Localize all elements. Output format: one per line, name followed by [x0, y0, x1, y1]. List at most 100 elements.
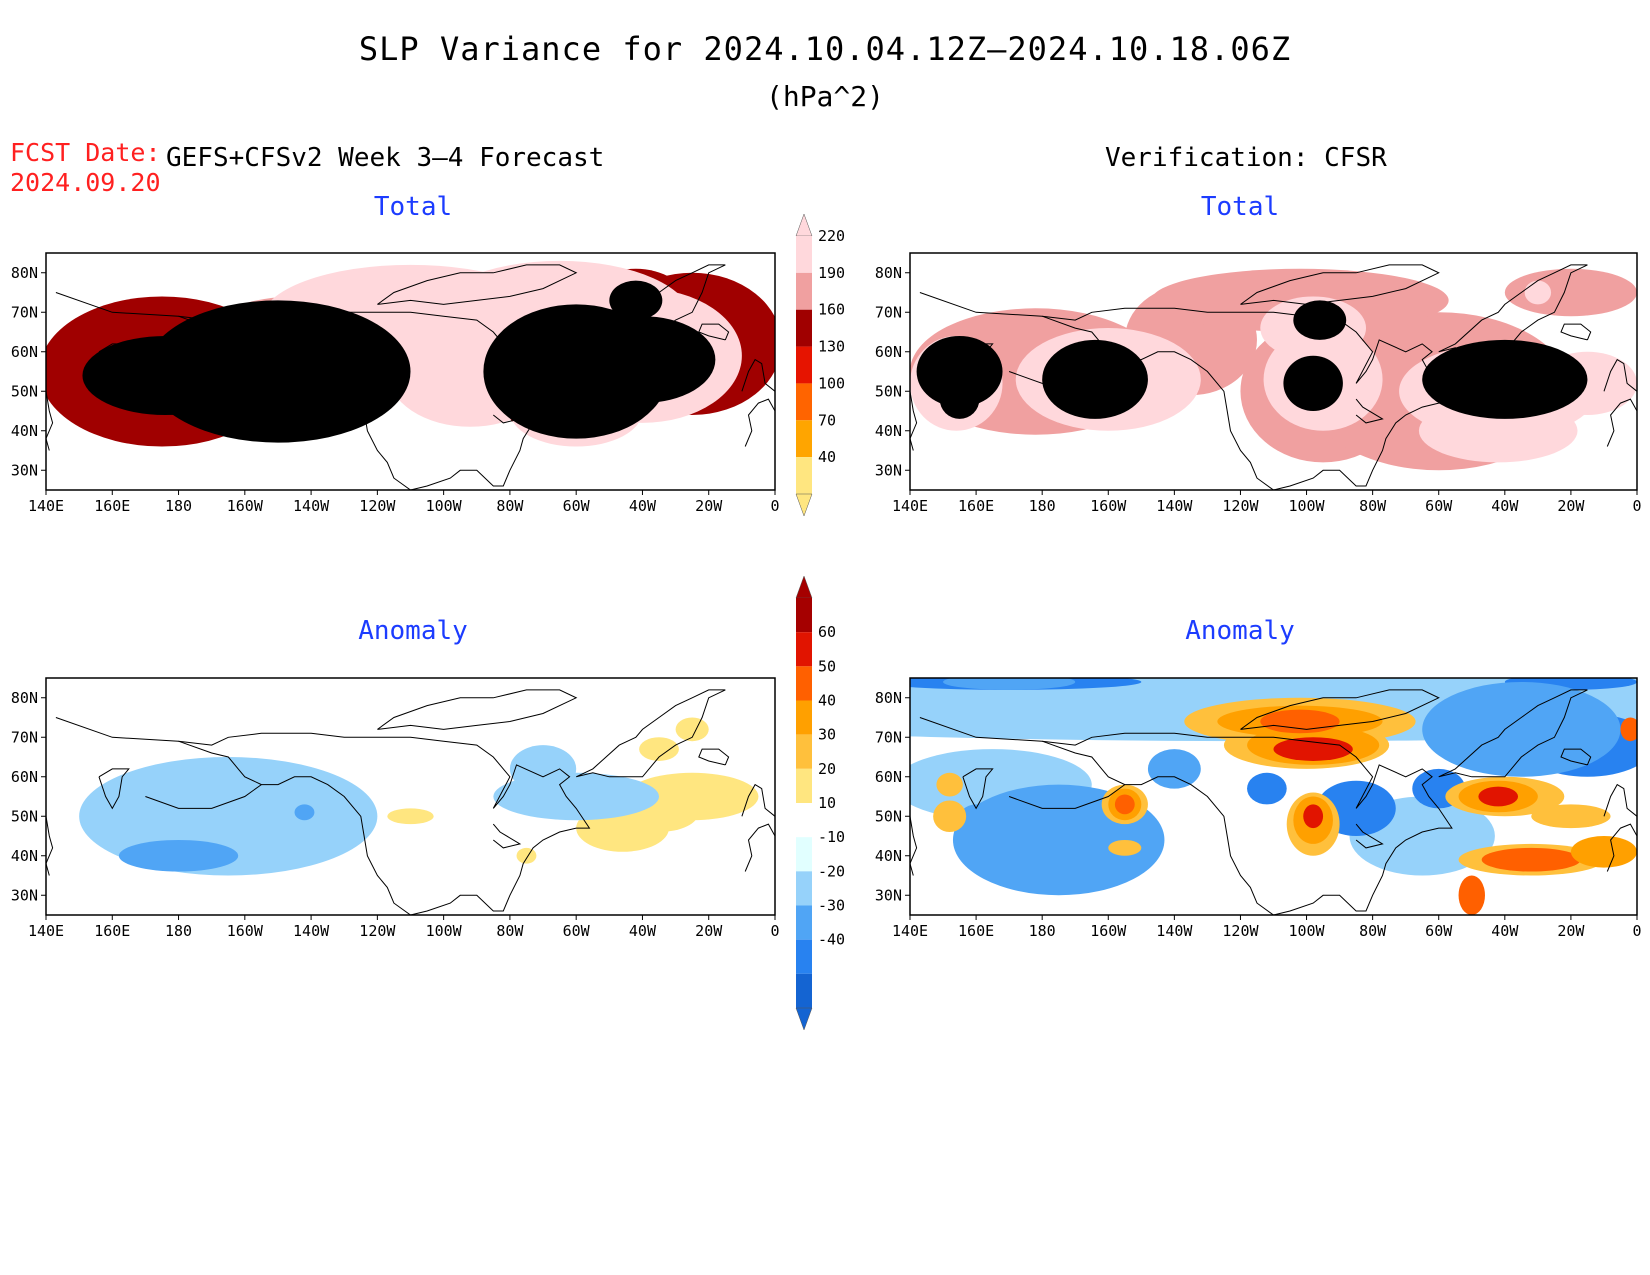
- fcst-date-value: 2024.09.20: [10, 168, 161, 197]
- lon-label-140W: 140W: [1156, 922, 1193, 940]
- lat-label-80N: 80N: [875, 689, 902, 707]
- lon-label-140W: 140W: [1156, 497, 1193, 515]
- colorbar-swatch: [796, 383, 812, 421]
- coastline: [1603, 358, 1637, 392]
- colorbar-total-label-190: 190: [818, 264, 845, 282]
- lat-label-50N: 50N: [875, 807, 902, 825]
- field-contour: [1478, 786, 1519, 807]
- coastline: [744, 823, 775, 872]
- lon-label-180: 180: [1029, 497, 1056, 515]
- coastline: [55, 292, 411, 490]
- lat-label-40N: 40N: [11, 422, 38, 440]
- figure-title: SLP Variance for 2024.10.04.12Z–2024.10.…: [358, 30, 1292, 68]
- lat-label-40N: 40N: [11, 847, 38, 865]
- field-contour: [622, 288, 650, 313]
- lon-label-160E: 160E: [958, 922, 994, 940]
- lon-label-0: 0: [1632, 497, 1641, 515]
- colorbar-swatch: [796, 420, 812, 458]
- colorbar-anomaly-label-10: 10: [818, 794, 836, 812]
- shaded-field: [79, 717, 759, 876]
- field-contour: [387, 808, 434, 825]
- lat-label-80N: 80N: [11, 689, 38, 707]
- lat-label-50N: 50N: [11, 807, 38, 825]
- coastline: [910, 816, 918, 876]
- lon-label-60W: 60W: [1425, 497, 1453, 515]
- lat-label-30N: 30N: [875, 461, 902, 479]
- coastline: [1355, 398, 1384, 424]
- panel-title-forecast-total: Total: [373, 192, 453, 222]
- coastline: [919, 717, 1274, 915]
- colorbar-anomaly-label--20: -20: [818, 862, 845, 880]
- lon-label-80W: 80W: [496, 497, 524, 515]
- colorbar-total: [795, 213, 813, 517]
- lon-label-0: 0: [770, 497, 779, 515]
- lon-label-100W: 100W: [426, 497, 463, 515]
- coastline: [178, 732, 591, 915]
- lon-label-40W: 40W: [1491, 922, 1519, 940]
- colorbar-anomaly-label--10: -10: [818, 828, 845, 846]
- lat-label-40N: 40N: [875, 847, 902, 865]
- field-contour: [516, 847, 537, 864]
- coastlines: [46, 264, 775, 490]
- map-frame: [909, 252, 1638, 491]
- colorbar-anomaly-label-20: 20: [818, 760, 836, 778]
- colorbar-swatch: [796, 973, 812, 1008]
- colorbar-swatch: [796, 598, 812, 633]
- coastline: [1560, 323, 1592, 341]
- colorbar-swatch: [796, 309, 812, 347]
- panel-title-forecast-anomaly: Anomaly: [358, 616, 468, 646]
- colorbar-bottom-arrow: [795, 493, 813, 517]
- lon-label-40W: 40W: [629, 497, 657, 515]
- coastline: [1042, 732, 1453, 915]
- lon-label-60W: 60W: [1425, 922, 1453, 940]
- lon-label-160W: 160W: [227, 497, 264, 515]
- colorbar-swatch: [796, 272, 812, 310]
- lon-label-140E: 140E: [892, 922, 928, 940]
- coastline: [1008, 784, 1126, 809]
- forecast-date-label: FCST Date: 2024.09.20: [10, 138, 161, 198]
- lat-label-50N: 50N: [11, 382, 38, 400]
- lat-label-60N: 60N: [875, 343, 902, 361]
- lat-label-70N: 70N: [875, 728, 902, 746]
- coastline: [1355, 823, 1384, 849]
- coastlines: [910, 264, 1637, 490]
- colorbar-anomaly-label-40: 40: [818, 692, 836, 710]
- field-contour: [1458, 875, 1485, 915]
- lat-label-60N: 60N: [875, 768, 902, 786]
- field-contour: [639, 737, 679, 761]
- coastline: [910, 391, 918, 451]
- coastline: [919, 292, 1274, 490]
- field-contour: [933, 800, 967, 833]
- colorbar-anomaly-label-30: 30: [818, 726, 836, 744]
- coastline: [1240, 264, 1440, 305]
- lon-label-140E: 140E: [892, 497, 928, 515]
- lon-label-20W: 20W: [695, 497, 723, 515]
- field-contour: [493, 772, 660, 821]
- verification-heading: Verification: CFSR: [1105, 143, 1387, 173]
- colorbar-swatch: [796, 803, 812, 838]
- field-contour: [675, 717, 709, 742]
- coastline: [1438, 264, 1588, 353]
- field-contour: [1247, 772, 1287, 805]
- coastline: [1008, 359, 1126, 384]
- map-frame: [45, 252, 776, 491]
- colorbar-anomaly-label-50: 50: [818, 657, 836, 675]
- lon-label-80W: 80W: [1359, 922, 1387, 940]
- coastline: [1606, 398, 1637, 447]
- lon-label-140E: 140E: [28, 922, 64, 940]
- lat-label-30N: 30N: [11, 461, 38, 479]
- field-contour: [82, 335, 249, 415]
- shaded-field: [910, 268, 1637, 471]
- coastline: [46, 391, 54, 451]
- coastline: [1560, 748, 1592, 766]
- field-contour: [1147, 749, 1201, 789]
- coastline: [1438, 689, 1588, 778]
- colorbar-top-arrow: [795, 213, 813, 237]
- fcst-date-caption: FCST Date:: [10, 138, 161, 167]
- coastline: [962, 768, 994, 810]
- coastline: [1240, 689, 1440, 730]
- panel-forecast-anomaly: [41, 677, 776, 920]
- lon-label-60W: 60W: [563, 922, 591, 940]
- field-contour: [1524, 280, 1552, 305]
